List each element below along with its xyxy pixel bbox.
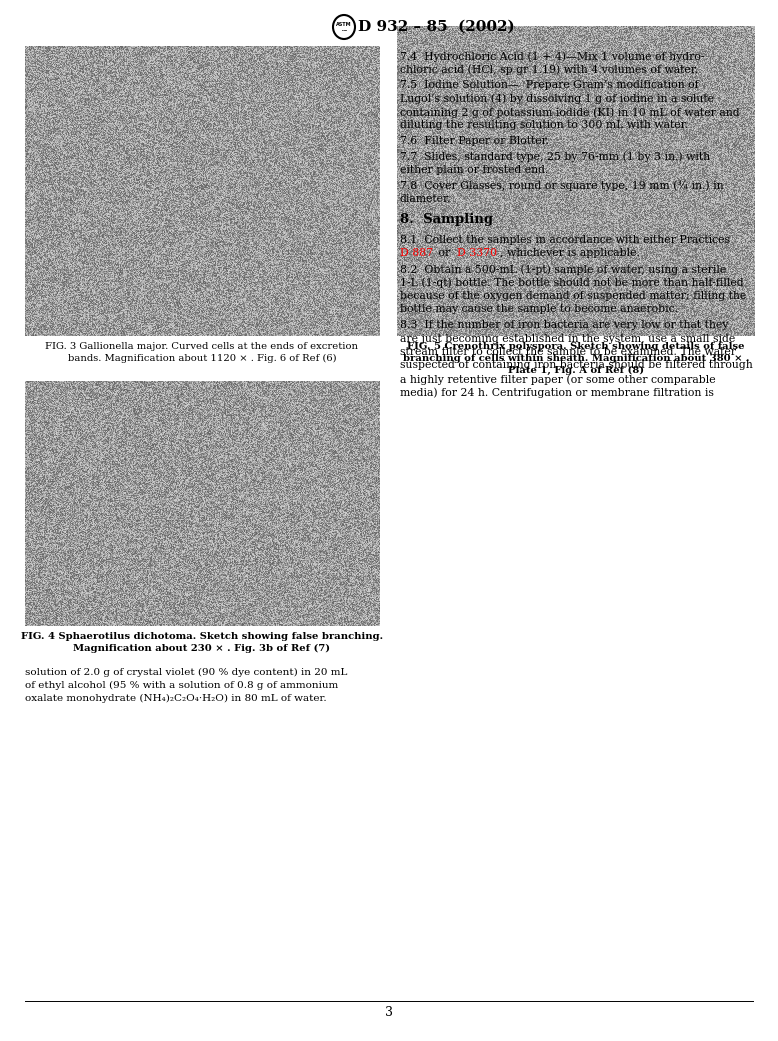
Text: bottle may cause the sample to become anaerobic.: bottle may cause the sample to become an… [400, 305, 678, 314]
Text: 7.8  Cover Glasses, round or square type, 19 mm (¾ in.) in: 7.8 Cover Glasses, round or square type,… [400, 180, 724, 192]
Text: Plate 1, Fig. A of Ref (8): Plate 1, Fig. A of Ref (8) [508, 366, 644, 375]
Text: diluting the resulting solution to 300 mL with water.: diluting the resulting solution to 300 m… [400, 121, 688, 130]
Text: 7.6  Filter Paper or Blotter.: 7.6 Filter Paper or Blotter. [400, 136, 549, 146]
Text: chloric acid (HCl, sp gr 1.19) with 4 volumes of water.: chloric acid (HCl, sp gr 1.19) with 4 vo… [400, 65, 698, 75]
Text: FIG. 5 Crenothrix polyspora. Sketch showing details of false: FIG. 5 Crenothrix polyspora. Sketch show… [407, 342, 745, 351]
Text: or: or [435, 249, 454, 258]
Text: 1-L (1-qt) bottle. The bottle should not be more than half-filled: 1-L (1-qt) bottle. The bottle should not… [400, 278, 744, 288]
Text: a highly retentive filter paper (or some other comparable: a highly retentive filter paper (or some… [400, 374, 716, 384]
Text: D 3370: D 3370 [457, 249, 497, 258]
Text: 8.  Sampling: 8. Sampling [400, 213, 493, 227]
Text: oxalate monohydrate (NH₄)₂C₂O₄·H₂O) in 80 mL of water.: oxalate monohydrate (NH₄)₂C₂O₄·H₂O) in 8… [25, 694, 327, 703]
Text: media) for 24 h. Centrifugation or membrane filtration is: media) for 24 h. Centrifugation or membr… [400, 387, 714, 398]
Text: 7.4  Hydrochloric Acid (1 + 4)—Mix 1 volume of hydro-: 7.4 Hydrochloric Acid (1 + 4)—Mix 1 volu… [400, 51, 705, 61]
Text: D 932 – 85  (2002): D 932 – 85 (2002) [358, 20, 515, 34]
Text: , whichever is applicable.: , whichever is applicable. [500, 249, 640, 258]
Text: 8.1  Collect the samples in accordance with either Practices: 8.1 Collect the samples in accordance wi… [400, 235, 730, 245]
Text: solution of 2.0 g of crystal violet (90 % dye content) in 20 mL: solution of 2.0 g of crystal violet (90 … [25, 668, 347, 677]
Text: Lugol’s solution (4) by dissolving 1 g of iodine in a solute: Lugol’s solution (4) by dissolving 1 g o… [400, 94, 714, 104]
Text: bands. Magnification about 1120 × . Fig. 6 of Ref (6): bands. Magnification about 1120 × . Fig.… [68, 354, 336, 363]
Text: FIG. 3 Gallionella major. Curved cells at the ends of excretion: FIG. 3 Gallionella major. Curved cells a… [45, 342, 359, 351]
Text: ━━━: ━━━ [342, 29, 346, 33]
Text: stream filter to collect the sample to be examined. The water: stream filter to collect the sample to b… [400, 347, 736, 357]
Text: either plain or frosted end.: either plain or frosted end. [400, 166, 548, 175]
Text: ASTM: ASTM [336, 23, 352, 27]
Text: diameter.: diameter. [400, 194, 451, 204]
Text: because of the oxygen demand of suspended matter; filling the: because of the oxygen demand of suspende… [400, 291, 746, 301]
Text: 7.5  Iodine Solution—  Prepare Gram’s modification of: 7.5 Iodine Solution— Prepare Gram’s modi… [400, 80, 699, 90]
Text: 8.2  Obtain a 500-mL (1-pt) sample of water, using a sterile: 8.2 Obtain a 500-mL (1-pt) sample of wat… [400, 264, 726, 275]
Text: Magnification about 230 × . Fig. 3b of Ref (7): Magnification about 230 × . Fig. 3b of R… [73, 644, 331, 653]
Text: FIG. 4 Sphaerotilus dichotoma. Sketch showing false branching.: FIG. 4 Sphaerotilus dichotoma. Sketch sh… [21, 632, 383, 641]
Text: D 887: D 887 [400, 249, 433, 258]
Text: 8.3  If the number of iron bacteria are very low or that they: 8.3 If the number of iron bacteria are v… [400, 320, 728, 330]
Text: branching of cells within sheath. Magnification about 380 × .: branching of cells within sheath. Magnif… [403, 354, 749, 363]
Text: of ethyl alcohol (95 % with a solution of 0.8 g of ammonium: of ethyl alcohol (95 % with a solution o… [25, 681, 338, 690]
Text: containing 2 g of potassium iodide (KI) in 10 mL of water and: containing 2 g of potassium iodide (KI) … [400, 107, 740, 118]
Text: 3: 3 [385, 1007, 393, 1019]
Text: are just becoming established in the system, use a small side: are just becoming established in the sys… [400, 333, 735, 344]
Text: suspected of containing iron bacteria should be filtered through: suspected of containing iron bacteria sh… [400, 360, 753, 371]
Text: 7.7  Slides, standard type, 25 by 76-mm (1 by 3 in.) with: 7.7 Slides, standard type, 25 by 76-mm (… [400, 152, 710, 162]
